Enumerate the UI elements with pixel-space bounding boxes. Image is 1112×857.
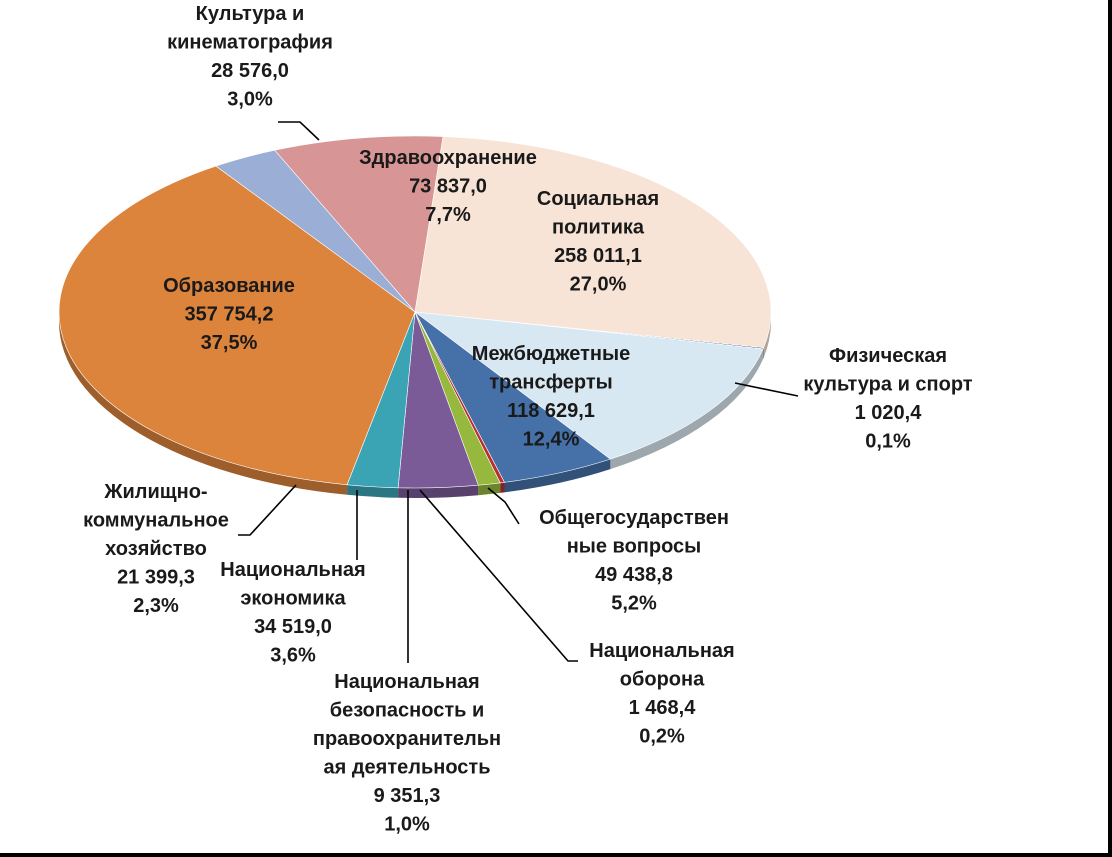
slice-label-name: кинематография (167, 32, 333, 54)
slice-label-percent: 5,2% (611, 593, 657, 615)
slice-label-percent: 37,5% (201, 332, 258, 354)
slice-label-name: политика (552, 217, 645, 239)
leader-lines (238, 121, 799, 663)
slice-label-percent: 1,0% (384, 814, 430, 836)
slice-health (274, 135, 444, 313)
leader-line-culture (278, 121, 320, 141)
slice-label-name: Межбюджетные (472, 343, 630, 365)
slice-label-name: культура и спорт (803, 374, 972, 396)
slice-label-percent: 0,2% (639, 726, 685, 748)
leader-line-general (487, 487, 520, 525)
slice-label-defense: Национальная оборона 1 468,4 0,2% (589, 640, 734, 748)
slice-side-defense (500, 482, 505, 493)
slice-label-name: ные вопросы (567, 536, 702, 558)
slice-label-value: 49 438,8 (595, 564, 673, 586)
slice-label-value: 28 576,0 (211, 60, 289, 82)
slice-label-sport: Физическая культура и спорт 1 020,4 0,1% (803, 345, 972, 453)
slice-label-health: Здравоохранение 73 837,0 7,7% (359, 147, 537, 226)
slice-label-value: 1 020,4 (855, 402, 923, 424)
slice-label-value: 118 629,1 (507, 400, 595, 422)
slice-social (414, 136, 772, 349)
slice-label-economy: Национальная экономика 34 519,0 3,6% (220, 559, 365, 667)
slice-labels: Культура и кинематография 28 576,0 3,0% Здра… (83, 3, 973, 836)
leader-line-sport (734, 382, 799, 397)
slice-label-percent: 7,7% (425, 204, 471, 226)
slice-label-value: 258 011,1 (554, 245, 642, 267)
slice-label-name: ая деятельность (323, 757, 490, 779)
slice-label-name: Физическая (829, 345, 947, 367)
slice-label-name: Здравоохранение (359, 147, 537, 169)
slice-side-education (59, 312, 348, 495)
slice-label-general: Общегосударствен ные вопросы 49 438,8 5,2% (539, 507, 729, 615)
slice-side-social (763, 312, 771, 358)
slice-transfers (413, 311, 764, 460)
slice-label-name: Культура и (196, 3, 305, 25)
slice-label-name: оборона (620, 669, 705, 691)
slice-label-percent: 2,3% (133, 595, 179, 617)
slice-side-housing (347, 484, 399, 498)
slice-side-economy (398, 485, 479, 498)
slice-label-transfers: Межбюджетные трансферты 118 629,1 12,4% (472, 343, 630, 451)
slice-label-percent: 27,0% (570, 274, 627, 296)
slice-label-value: 73 837,0 (409, 176, 487, 198)
leader-line-housing (238, 484, 297, 536)
slice-education (58, 165, 416, 486)
slice-label-culture: Культура и кинематография 28 576,0 3,0% (167, 3, 333, 111)
leader-line-defense (419, 489, 578, 662)
slice-label-name: Жилищно- (103, 481, 207, 503)
slice-label-name: правоохранительн (313, 728, 501, 750)
slice-label-education: Образование 357 754,2 37,5% (163, 275, 295, 354)
slice-label-name: Национальная (589, 640, 734, 662)
slice-label-percent: 0,1% (865, 431, 911, 453)
slice-side-general (504, 459, 611, 493)
slice-label-value: 21 399,3 (117, 567, 195, 589)
slice-label-percent: 12,4% (523, 429, 580, 451)
slice-label-name: хозяйство (105, 538, 207, 560)
pie-slices (58, 135, 772, 489)
slice-label-name: коммунальное (83, 510, 229, 532)
slice-label-name: трансферты (489, 372, 613, 394)
slice-label-percent: 3,6% (270, 645, 316, 667)
slice-label-name: Национальная (220, 559, 365, 581)
slice-label-percent: 3,0% (227, 89, 273, 111)
slice-label-name: Образование (163, 275, 295, 297)
slice-label-name: Национальная (334, 671, 479, 693)
slice-label-value: 34 519,0 (254, 616, 332, 638)
slice-label-security: Национальная безопасность и правоохранител… (313, 671, 501, 836)
slice-label-housing: Жилищно-коммунальное хозяйство 21 399,3 2,3… (83, 481, 229, 617)
slice-label-name: экономика (240, 588, 346, 610)
slice-side-transfers (610, 348, 764, 470)
slice-label-value: 357 754,2 (185, 304, 274, 326)
slice-label-name: безопасность и (330, 700, 485, 722)
slice-label-name: Общегосударствен (539, 507, 729, 529)
slice-label-name: Социальная (537, 188, 659, 210)
slice-label-social: Социальная политика 258 011,1 27,0% (537, 188, 659, 296)
slice-label-value: 9 351,3 (374, 785, 441, 807)
slice-label-value: 1 468,4 (629, 697, 697, 719)
